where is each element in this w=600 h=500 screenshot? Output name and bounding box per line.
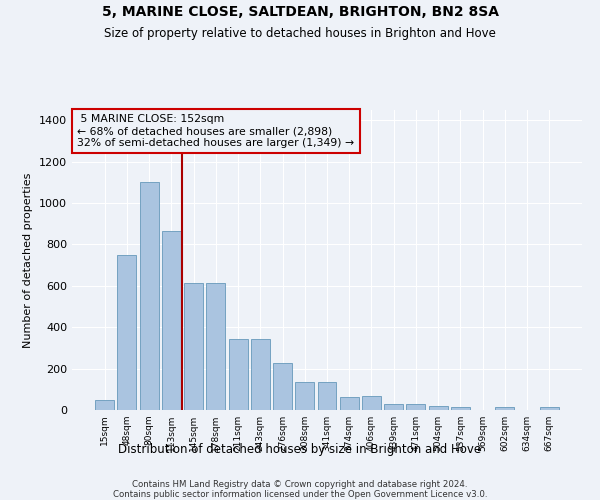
Bar	[229, 338, 248, 410]
Bar	[251, 338, 270, 410]
Text: Contains HM Land Registry data © Crown copyright and database right 2024.: Contains HM Land Registry data © Crown c…	[132, 480, 468, 489]
Bar	[540, 407, 559, 410]
Bar	[362, 396, 381, 410]
Bar	[95, 400, 114, 410]
Bar	[162, 231, 181, 410]
Bar	[496, 407, 514, 410]
Bar	[384, 404, 403, 410]
Bar	[118, 255, 136, 410]
Bar	[406, 404, 425, 410]
Bar	[273, 364, 292, 410]
Text: Size of property relative to detached houses in Brighton and Hove: Size of property relative to detached ho…	[104, 28, 496, 40]
Y-axis label: Number of detached properties: Number of detached properties	[23, 172, 34, 348]
Bar	[184, 283, 203, 410]
Bar	[451, 407, 470, 410]
Bar	[295, 382, 314, 410]
Bar	[206, 283, 225, 410]
Text: Distribution of detached houses by size in Brighton and Hove: Distribution of detached houses by size …	[118, 442, 482, 456]
Bar	[429, 406, 448, 410]
Text: 5, MARINE CLOSE, SALTDEAN, BRIGHTON, BN2 8SA: 5, MARINE CLOSE, SALTDEAN, BRIGHTON, BN2…	[101, 5, 499, 19]
Bar	[140, 182, 158, 410]
Bar	[317, 382, 337, 410]
Text: 5 MARINE CLOSE: 152sqm
← 68% of detached houses are smaller (2,898)
32% of semi-: 5 MARINE CLOSE: 152sqm ← 68% of detached…	[77, 114, 354, 148]
Bar	[340, 396, 359, 410]
Text: Contains public sector information licensed under the Open Government Licence v3: Contains public sector information licen…	[113, 490, 487, 499]
